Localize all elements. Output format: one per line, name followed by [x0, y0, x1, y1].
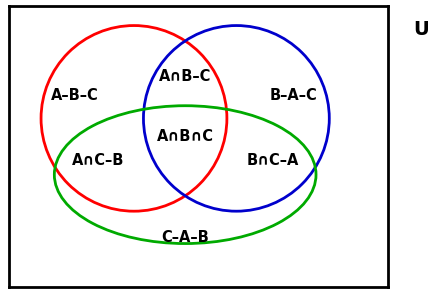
Text: B∩C–A: B∩C–A — [246, 153, 299, 168]
Text: A∩C–B: A∩C–B — [72, 153, 124, 168]
Text: A∩B∩C: A∩B∩C — [157, 129, 214, 144]
Text: A∩B–C: A∩B–C — [159, 69, 211, 84]
Text: B–A–C: B–A–C — [269, 88, 317, 103]
Text: U: U — [413, 20, 429, 39]
Text: C–A–B: C–A–B — [161, 230, 209, 246]
Text: A–B–C: A–B–C — [51, 88, 99, 103]
